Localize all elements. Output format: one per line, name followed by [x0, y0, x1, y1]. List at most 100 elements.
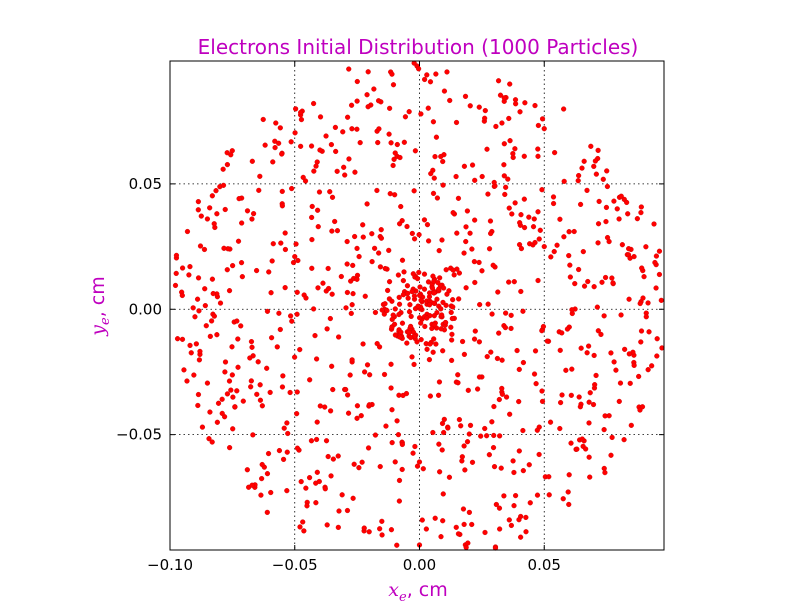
particle-point — [654, 353, 660, 359]
particle-point — [348, 102, 355, 108]
particle-point — [224, 267, 230, 273]
x-tick-labels: −0.10 −0.05 0.00 0.05 — [147, 556, 561, 574]
particle-point — [403, 390, 410, 397]
particle-point — [278, 240, 284, 246]
particle-point — [566, 472, 572, 478]
particle-point — [554, 242, 560, 248]
particle-point — [238, 260, 245, 266]
particle-point — [354, 403, 361, 409]
particle-point — [392, 192, 398, 198]
particle-point — [427, 393, 433, 399]
particle-point — [427, 341, 433, 347]
particle-point — [516, 242, 523, 248]
particle-point — [517, 109, 523, 115]
particle-point — [215, 400, 222, 406]
particle-point — [247, 355, 253, 361]
particle-point — [503, 310, 509, 316]
particle-point — [254, 391, 260, 397]
particle-point — [462, 93, 469, 99]
particle-point — [603, 204, 610, 211]
particle-point — [378, 235, 385, 241]
particle-point — [292, 354, 298, 360]
particle-point — [375, 139, 381, 146]
particle-point — [330, 386, 336, 393]
particle-point — [372, 245, 378, 251]
particle-point — [508, 312, 514, 318]
particle-point — [469, 162, 476, 168]
particle-point — [506, 517, 512, 523]
particle-point — [288, 139, 294, 145]
particle-point — [463, 224, 469, 230]
particle-point — [496, 505, 503, 511]
particle-point — [636, 373, 642, 380]
particle-point — [516, 448, 522, 454]
particle-point — [392, 306, 398, 312]
particle-point — [408, 313, 414, 319]
particle-point — [436, 248, 442, 254]
particle-point — [194, 296, 201, 302]
particle-point — [384, 307, 390, 314]
particle-point — [472, 328, 478, 334]
particle-point — [449, 357, 455, 363]
particle-point — [621, 437, 627, 443]
particle-point — [523, 529, 529, 535]
particle-point — [197, 243, 204, 249]
particle-point — [432, 515, 438, 521]
particle-point — [477, 301, 483, 308]
particle-point — [313, 436, 320, 443]
particle-point — [617, 380, 624, 386]
particle-point — [309, 265, 315, 271]
particle-point — [446, 474, 453, 480]
particle-point — [476, 259, 482, 266]
particle-point — [458, 423, 464, 429]
y-axis-subscript: e — [98, 317, 113, 325]
particle-point — [354, 126, 360, 132]
particle-point — [415, 303, 421, 309]
particle-point — [282, 285, 288, 291]
particle-point — [349, 357, 355, 363]
particle-point — [196, 357, 203, 363]
particle-point — [219, 396, 225, 402]
particle-point — [366, 529, 372, 535]
particle-point — [179, 336, 186, 342]
particle-point — [365, 104, 371, 110]
particle-point — [298, 479, 304, 485]
particle-point — [173, 270, 179, 277]
particle-point — [411, 188, 417, 194]
particle-point — [593, 372, 599, 379]
particle-point — [511, 279, 517, 285]
particle-point — [264, 471, 271, 477]
particle-point — [467, 422, 474, 428]
particle-point — [367, 372, 373, 378]
particle-point — [404, 283, 411, 289]
particle-point — [372, 432, 379, 438]
particle-point — [190, 305, 196, 311]
particle-point — [371, 86, 377, 92]
particle-point — [436, 379, 443, 385]
particle-point — [418, 297, 424, 303]
particle-point — [285, 430, 291, 437]
particle-point — [379, 518, 385, 524]
particle-point — [235, 336, 241, 342]
particle-point — [469, 521, 475, 528]
particle-point — [442, 320, 449, 326]
particle-point — [272, 145, 278, 151]
particle-point — [611, 359, 617, 365]
particle-point — [394, 418, 400, 424]
particle-point — [253, 267, 260, 274]
particle-point — [416, 269, 422, 275]
particle-point — [324, 326, 330, 332]
particle-point — [409, 230, 415, 237]
particle-point — [404, 340, 410, 346]
particle-point — [304, 503, 310, 509]
particle-point — [463, 285, 469, 291]
particle-point — [325, 265, 331, 272]
particle-point — [317, 403, 323, 409]
particle-point — [389, 316, 395, 323]
particle-point — [494, 355, 501, 362]
particle-point — [356, 253, 362, 260]
particle-point — [463, 238, 469, 245]
particle-point — [576, 172, 582, 179]
particle-point — [313, 163, 319, 169]
